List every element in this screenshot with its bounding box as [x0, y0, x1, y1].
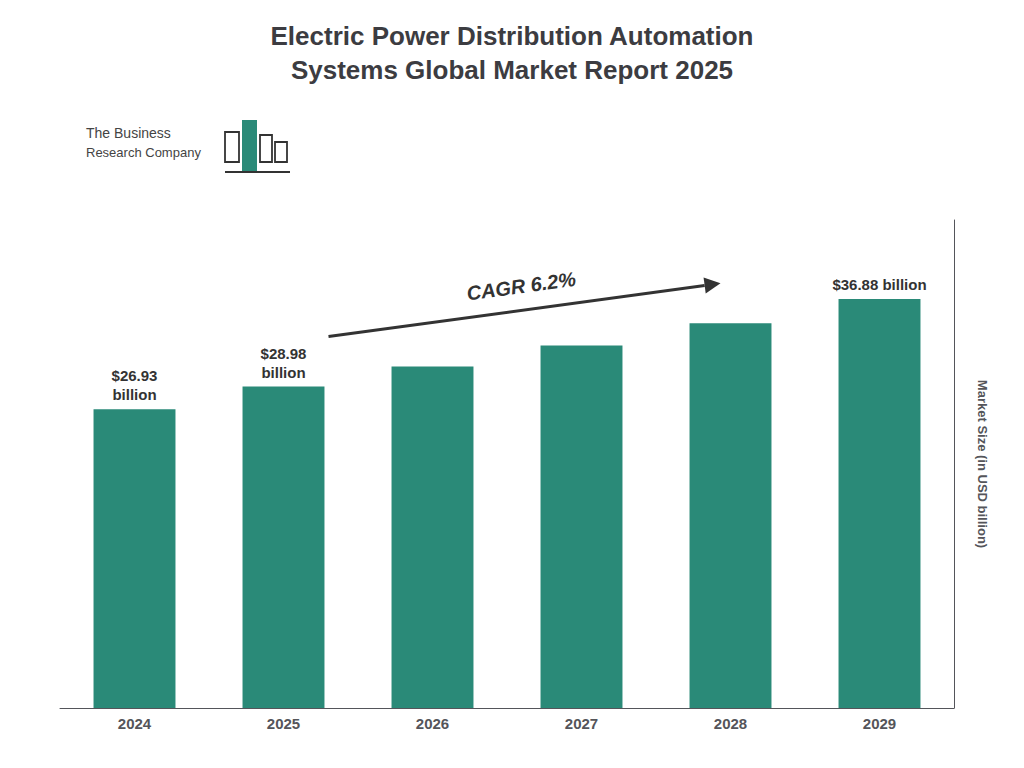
- svg-text:2024: 2024: [118, 715, 152, 732]
- svg-text:2027: 2027: [565, 715, 598, 732]
- svg-text:The Business: The Business: [86, 125, 171, 141]
- svg-text:Market Size (in USD billion): Market Size (in USD billion): [975, 380, 990, 548]
- svg-text:2029: 2029: [863, 715, 896, 732]
- svg-text:billion: billion: [261, 364, 305, 381]
- svg-text:CAGR 6.2%: CAGR 6.2%: [465, 268, 577, 305]
- svg-text:Research Company: Research Company: [86, 145, 201, 160]
- svg-text:2026: 2026: [416, 715, 449, 732]
- svg-text:Electric Power Distribution Au: Electric Power Distribution Automation: [271, 21, 754, 51]
- svg-text:$36.88 billion: $36.88 billion: [832, 276, 926, 293]
- svg-text:billion: billion: [112, 386, 156, 403]
- svg-text:Systems Global Market Report 2: Systems Global Market Report 2025: [291, 55, 733, 85]
- svg-text:$28.98: $28.98: [261, 345, 307, 362]
- svg-text:$26.93: $26.93: [112, 367, 158, 384]
- svg-text:2028: 2028: [714, 715, 747, 732]
- svg-text:2025: 2025: [267, 715, 300, 732]
